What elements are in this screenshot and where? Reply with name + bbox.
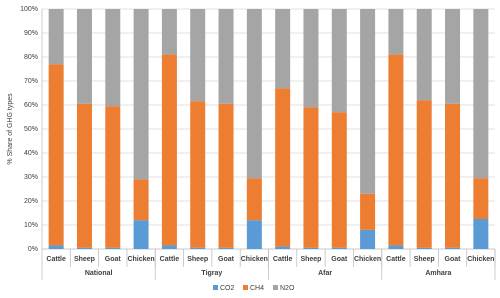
bar-segment xyxy=(48,9,64,65)
bar-segment xyxy=(161,54,177,246)
x-tick-label: Sheep xyxy=(74,256,95,263)
y-tick-label: 0% xyxy=(28,246,38,253)
bar-segment xyxy=(445,9,461,104)
bar-segment xyxy=(473,178,489,219)
x-tick-label: Cattle xyxy=(386,256,406,263)
y-tick-label: 40% xyxy=(24,150,38,157)
bar-segment xyxy=(190,247,206,249)
bar-segment xyxy=(133,220,149,249)
bar-segment xyxy=(48,245,64,249)
bar-segment xyxy=(105,106,121,248)
x-tick-label: Chicken xyxy=(354,256,381,263)
bar-segment xyxy=(388,9,404,55)
bar-segment xyxy=(303,247,319,249)
bar-segment xyxy=(105,247,121,249)
bar-segment xyxy=(416,9,432,101)
bar-segment xyxy=(303,9,319,108)
bar-segment xyxy=(445,247,461,249)
y-tick-label: 50% xyxy=(24,126,38,133)
bar-segment xyxy=(246,178,262,221)
bar-segment xyxy=(161,245,177,249)
legend-swatch xyxy=(243,285,248,290)
x-tick-label: Cattle xyxy=(273,256,293,263)
bar-segment xyxy=(246,9,262,179)
bar-segment xyxy=(416,247,432,249)
x-tick-label: Chicken xyxy=(241,256,268,263)
bar-segment xyxy=(76,9,92,104)
legend-label: N2O xyxy=(280,285,295,292)
x-tick-label: Goat xyxy=(331,256,348,263)
y-tick-label: 100% xyxy=(20,6,38,13)
group-label: National xyxy=(85,270,113,277)
x-tick-label: Goat xyxy=(105,256,122,263)
bar-segment xyxy=(190,9,206,102)
bar-segment xyxy=(360,193,376,230)
group-label: Tigray xyxy=(201,270,222,277)
x-tick-label: Goat xyxy=(218,256,235,263)
y-axis-label: % Share of GHG types xyxy=(7,93,14,165)
x-tick-label: Goat xyxy=(445,256,462,263)
x-tick-label: Chicken xyxy=(127,256,154,263)
bar-segment xyxy=(218,9,234,104)
bar-segment xyxy=(190,101,206,248)
bar-segment xyxy=(473,9,489,179)
bar-segment xyxy=(48,64,64,246)
y-tick-label: 20% xyxy=(24,198,38,205)
y-tick-label: 70% xyxy=(24,78,38,85)
bar-segment xyxy=(161,9,177,55)
bar-segment xyxy=(331,9,347,113)
legend-label: CH4 xyxy=(250,285,264,292)
bar-segment xyxy=(218,103,234,248)
y-tick-label: 90% xyxy=(24,30,38,37)
bar-segment xyxy=(218,247,234,249)
bar-segment xyxy=(275,9,291,89)
bar-segment xyxy=(246,220,262,249)
group-label: Afar xyxy=(318,270,332,277)
bar-segment xyxy=(360,229,376,249)
bar-segment xyxy=(388,245,404,249)
bar-segment xyxy=(416,100,432,248)
y-tick-label: 80% xyxy=(24,54,38,61)
bar-segment xyxy=(360,9,376,194)
x-tick-label: Chicken xyxy=(467,256,494,263)
bar-segment xyxy=(331,112,347,248)
legend-label: CO2 xyxy=(220,285,235,292)
x-tick-label: Cattle xyxy=(160,256,180,263)
bar-segment xyxy=(133,179,149,221)
x-tick-label: Sheep xyxy=(414,256,435,263)
group-label: Amhara xyxy=(425,270,451,277)
x-tick-label: Cattle xyxy=(46,256,66,263)
bar-segment xyxy=(275,88,291,247)
bar-segment xyxy=(388,54,404,246)
bar-segment xyxy=(133,9,149,180)
bar-segment xyxy=(303,107,319,248)
bar-segment xyxy=(445,103,461,248)
x-tick-label: Sheep xyxy=(300,256,321,263)
bar-segment xyxy=(331,247,347,249)
x-tick-label: Sheep xyxy=(187,256,208,263)
y-tick-label: 10% xyxy=(24,222,38,229)
y-tick-label: 30% xyxy=(24,174,38,181)
bar-segment xyxy=(473,219,489,249)
bar-segment xyxy=(105,9,121,107)
bar-segment xyxy=(76,103,92,248)
y-tick-label: 60% xyxy=(24,102,38,109)
legend-swatch xyxy=(273,285,278,290)
legend-swatch xyxy=(213,285,218,290)
bar-segment xyxy=(76,247,92,249)
bar-segment xyxy=(275,246,291,249)
